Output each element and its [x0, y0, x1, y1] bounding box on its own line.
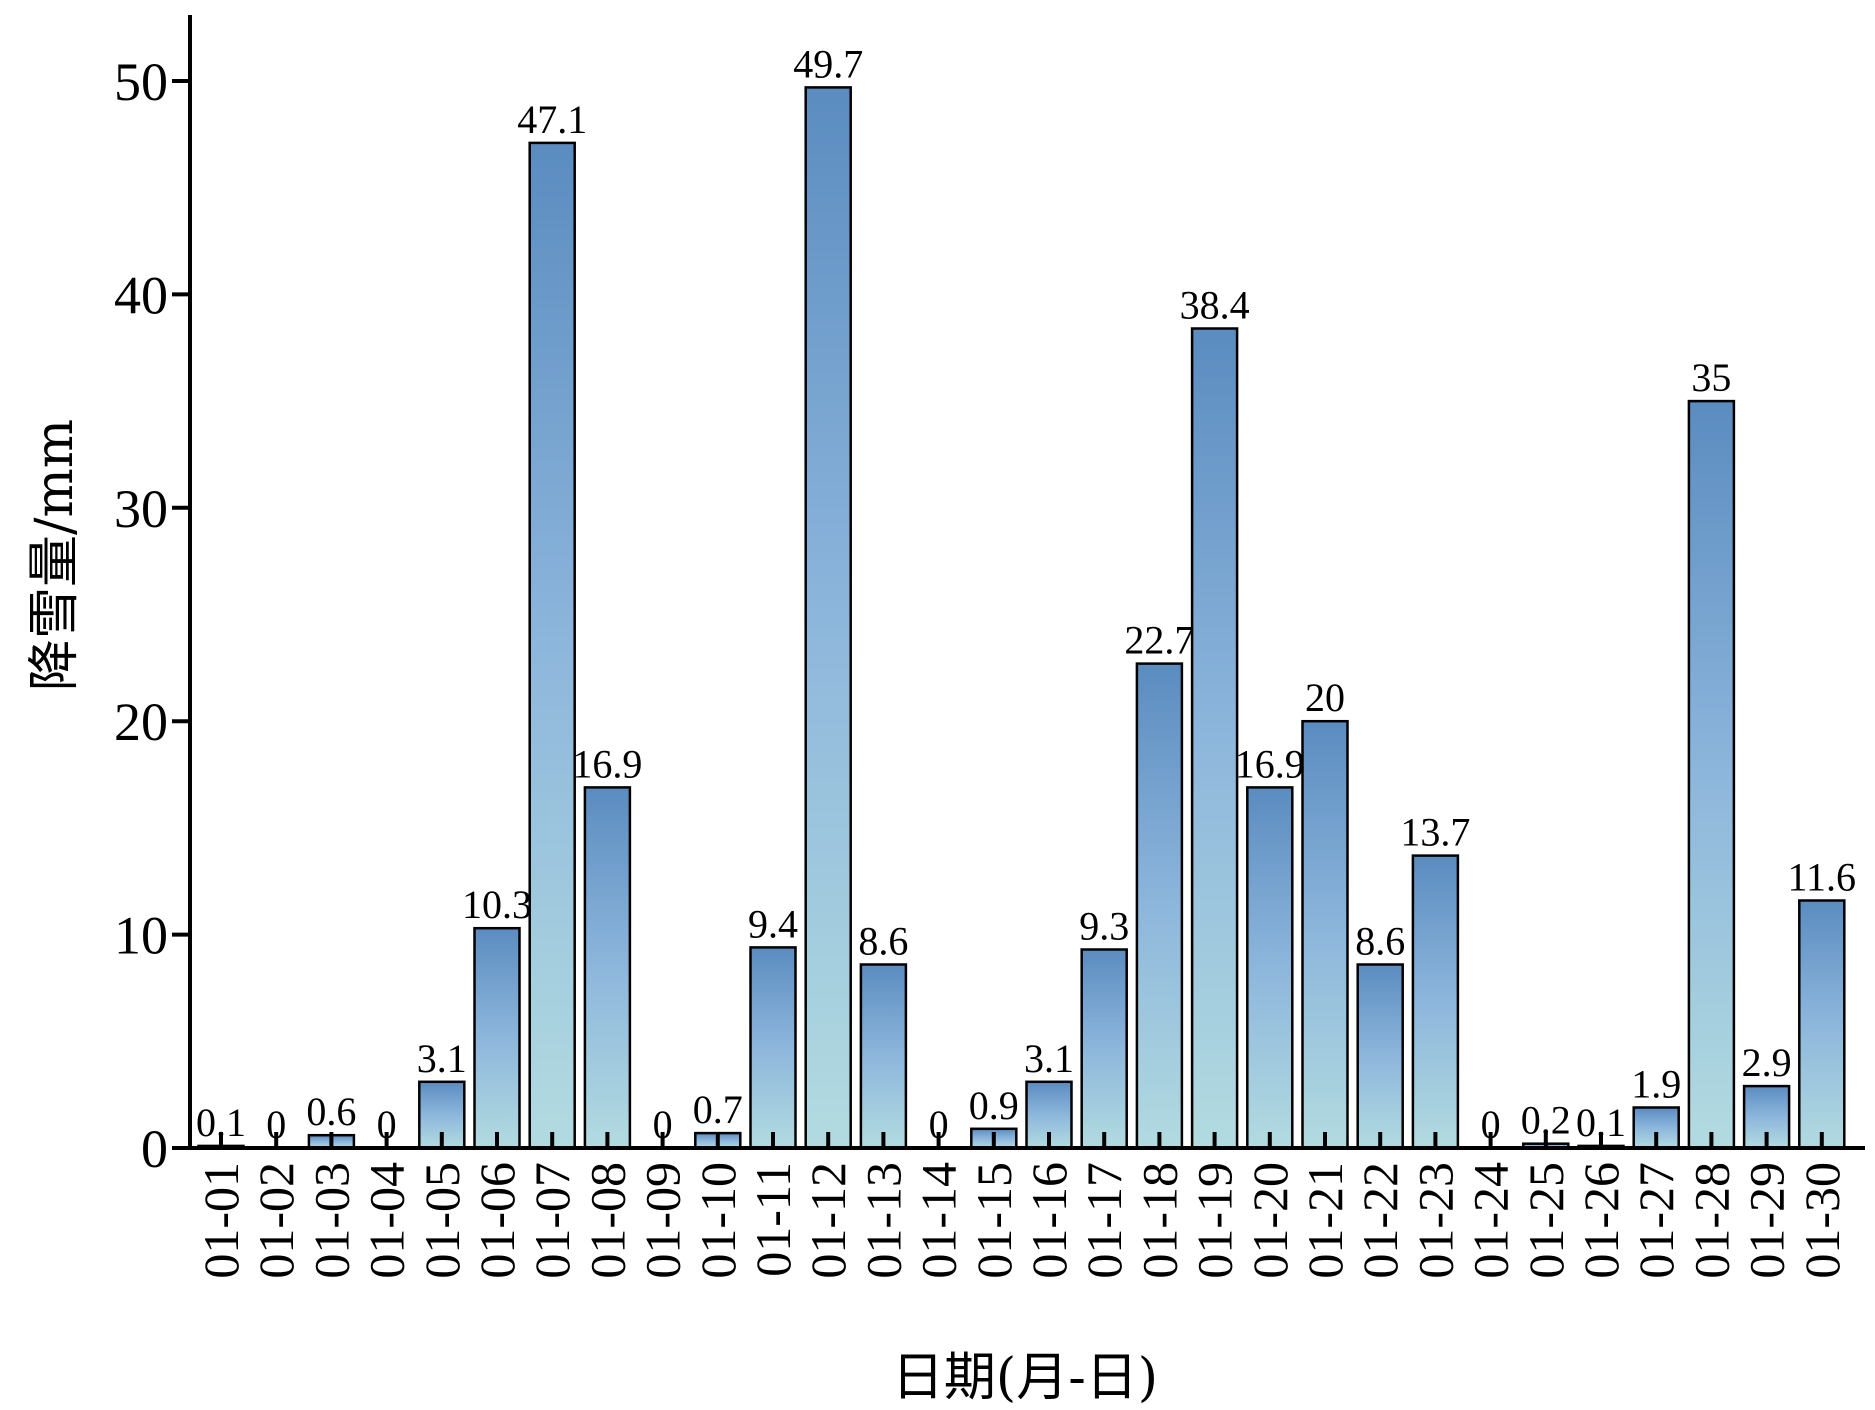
bar-01-08 [583, 786, 632, 1150]
bar-01-19 [1190, 327, 1239, 1150]
data-label-01-12: 49.7 [793, 41, 863, 86]
bar-01-20 [1246, 786, 1294, 1150]
y-tick-label-0: 0 [141, 1119, 168, 1179]
bar-01-18 [1135, 662, 1184, 1150]
bar-01-11 [749, 946, 797, 1150]
data-label-01-24: 0 [1481, 1102, 1501, 1147]
data-label-01-30: 11.6 [1788, 855, 1857, 900]
x-axis-title: 日期(月-日) [892, 1348, 1158, 1408]
bar-01-12 [804, 86, 852, 1150]
bars-group [197, 86, 1846, 1150]
x-tick-label-01-05: 01-05 [414, 1162, 470, 1279]
data-label-01-13: 8.6 [858, 919, 908, 964]
y-tick-label-30: 30 [114, 479, 168, 539]
x-tick-label-01-24: 01-24 [1463, 1162, 1519, 1279]
x-tick-label-01-16: 01-16 [1021, 1162, 1077, 1279]
data-label-01-04: 0 [377, 1102, 397, 1147]
x-tick-label-01-21: 01-21 [1297, 1162, 1353, 1279]
x-tick-label-01-26: 01-26 [1573, 1162, 1629, 1279]
x-tick-label-01-18: 01-18 [1131, 1162, 1187, 1279]
x-tick-label-01-07: 01-07 [524, 1162, 580, 1279]
x-tick-label-01-03: 01-03 [303, 1162, 359, 1279]
x-tick-label-01-23: 01-23 [1407, 1162, 1463, 1279]
x-tick-label-01-25: 01-25 [1518, 1162, 1574, 1279]
x-tick-label-01-17: 01-17 [1076, 1162, 1132, 1279]
data-label-01-03: 0.6 [306, 1089, 356, 1134]
x-tick-label-01-13: 01-13 [855, 1162, 911, 1279]
y-tick-label-20: 20 [114, 692, 168, 752]
data-label-01-09: 0 [653, 1102, 673, 1147]
data-label-01-05: 3.1 [417, 1036, 467, 1081]
bar-01-07 [528, 141, 576, 1150]
x-tick-label-01-27: 01-27 [1628, 1162, 1684, 1279]
x-tick-label-01-15: 01-15 [966, 1162, 1022, 1279]
x-tick-label-01-28: 01-28 [1683, 1162, 1739, 1279]
data-label-01-15: 0.9 [969, 1083, 1019, 1128]
data-label-01-18: 22.7 [1124, 618, 1194, 663]
x-tick-label-01-04: 01-04 [359, 1162, 415, 1279]
data-label-01-28: 35 [1691, 355, 1731, 400]
data-label-01-08: 16.9 [572, 741, 642, 786]
data-label-01-19: 38.4 [1180, 283, 1250, 328]
bar-01-06 [473, 926, 521, 1150]
x-tick-label-01-10: 01-10 [690, 1162, 746, 1279]
data-label-01-10: 0.7 [693, 1087, 743, 1132]
y-tick-label-10: 10 [114, 906, 168, 966]
bar-01-23 [1411, 854, 1460, 1150]
data-label-01-23: 13.7 [1400, 810, 1470, 855]
x-tick-label-01-08: 01-08 [579, 1162, 635, 1279]
data-label-01-21: 20 [1305, 675, 1345, 720]
bar-01-17 [1080, 948, 1128, 1150]
data-label-01-07: 47.1 [517, 97, 587, 142]
bar-01-30 [1798, 899, 1846, 1150]
x-tick-label-01-29: 01-29 [1739, 1162, 1795, 1279]
x-tick-label-01-19: 01-19 [1187, 1162, 1243, 1279]
data-label-01-27: 1.9 [1631, 1062, 1681, 1107]
x-axis: 01-01 01-02 01-03 01-04 01-05 01-06 01-07 01-08… [188, 1132, 1865, 1279]
data-label-01-06: 10.3 [462, 882, 532, 927]
x-tick-label-01-06: 01-06 [469, 1162, 525, 1279]
x-tick-label-01-14: 01-14 [911, 1162, 967, 1279]
data-label-01-14: 0 [929, 1102, 949, 1147]
data-label-01-22: 8.6 [1355, 919, 1405, 964]
x-tick-label-01-02: 01-02 [248, 1162, 304, 1279]
bar-01-13 [859, 963, 908, 1150]
data-label-01-02: 0 [266, 1102, 286, 1147]
x-tick-label-01-22: 01-22 [1352, 1162, 1408, 1279]
x-tick-label-01-11: 01-11 [745, 1162, 801, 1277]
data-label-01-17: 9.3 [1079, 904, 1129, 949]
x-tick-label-01-30: 01-30 [1794, 1162, 1850, 1279]
y-tick-label-40: 40 [114, 265, 168, 325]
x-tick-label-01-20: 01-20 [1242, 1162, 1298, 1279]
data-labels-group: 0.1 0 0.6 03.110.347.116.90 0.79.449.78.60 0.… [196, 41, 1856, 1147]
y-axis-title: 降雪量/mm [25, 419, 85, 691]
data-label-01-11: 9.4 [748, 901, 798, 946]
bar-01-21 [1301, 719, 1349, 1150]
y-tick-label-50: 50 [114, 52, 168, 112]
x-tick-label-01-01: 01-01 [193, 1162, 249, 1279]
bar-01-28 [1687, 399, 1736, 1150]
x-tick-label-01-09: 01-09 [635, 1162, 691, 1279]
x-tick-label-01-12: 01-12 [800, 1162, 856, 1279]
data-label-01-29: 2.9 [1742, 1040, 1792, 1085]
y-axis: 0 10 20 30 40 50 [114, 15, 192, 1179]
data-label-01-16: 3.1 [1024, 1036, 1074, 1081]
data-label-01-20: 16.9 [1235, 741, 1305, 786]
bar-01-22 [1356, 963, 1404, 1150]
